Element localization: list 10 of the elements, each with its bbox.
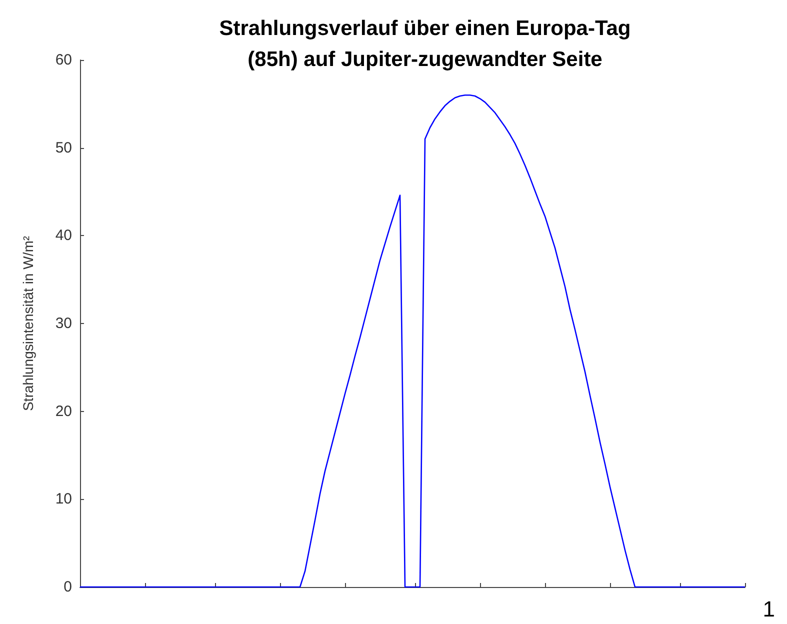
y-tick-label: 30 [55, 315, 72, 332]
y-tick-label: 50 [55, 139, 72, 156]
chart-title: Strahlungsverlauf über einen Europa-Tag (85h) auf Jupiter-zugewandter Seite [219, 17, 631, 71]
text: 1 [762, 596, 776, 622]
y-axis-title: Strahlungsintensität in W/m² [20, 236, 36, 412]
y-tick-label: 0 [64, 578, 72, 596]
y-tick-label: 60 [55, 52, 72, 68]
y-tick-label: 10 [55, 490, 72, 508]
y-tick-label: 40 [55, 227, 72, 244]
y-tick-label: 20 [55, 402, 72, 420]
